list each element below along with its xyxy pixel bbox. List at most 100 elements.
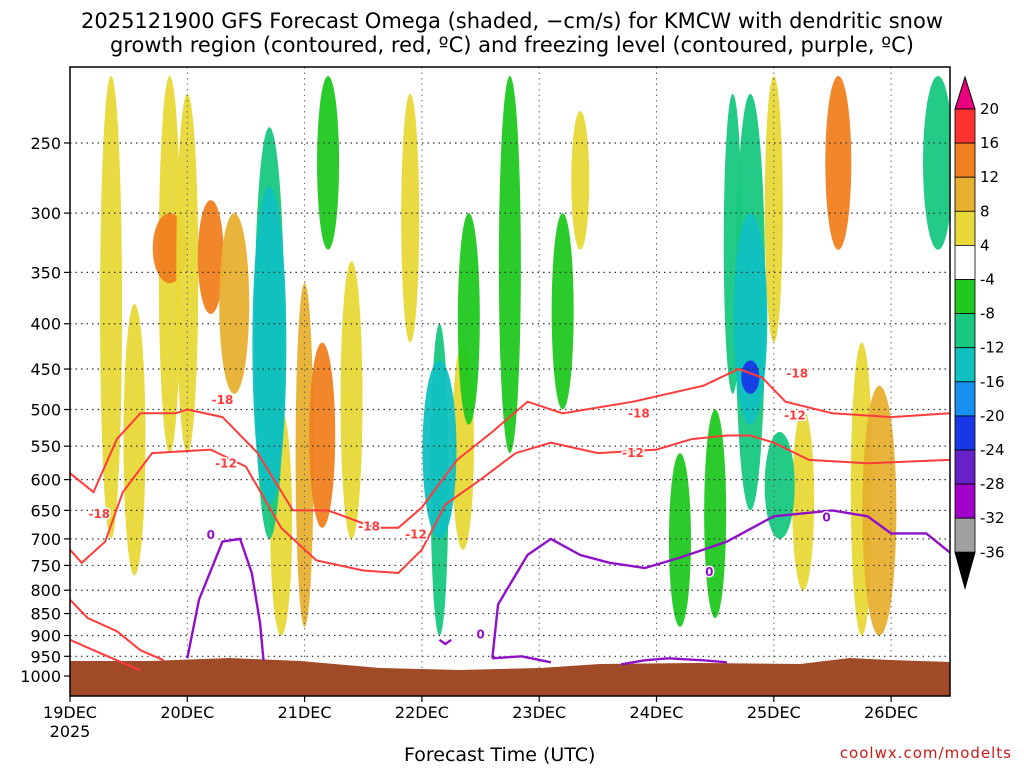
y-tick-label-1000: 1000 [20, 667, 61, 686]
omega-region-16 [825, 75, 852, 250]
chart-title-line-2: growth region (contoured, red, ºC) and f… [110, 33, 914, 57]
contour-label-4: -12 [405, 527, 427, 541]
omega-region-9 [309, 342, 336, 528]
x-tick-label-26DEC: 26DEC [864, 703, 918, 722]
y-tick-label-600: 600 [30, 471, 61, 490]
y-tick-label-550: 550 [30, 437, 61, 456]
omega-region-28 [704, 409, 727, 619]
x-year-label: 2025 [50, 722, 91, 741]
x-tick-label-19DEC: 19DEC [43, 703, 97, 722]
dgz-contour-3 [70, 638, 141, 672]
colorbar-label-20: 20 [980, 100, 999, 118]
x-tick-label-20DEC: 20DEC [160, 703, 214, 722]
colorbar-label--12: -12 [980, 339, 1005, 357]
contour-label-0: -18 [212, 393, 234, 407]
omega-region-24 [457, 213, 480, 425]
omega-region-23 [422, 360, 457, 539]
omega-region-1 [123, 303, 146, 576]
omega-region-32 [741, 360, 760, 394]
colorbar-label-8: 8 [980, 202, 990, 220]
freezing-level-contour-5 [491, 509, 950, 659]
colorbar-label--4: -4 [980, 271, 995, 289]
dgz-contour-0 [70, 367, 950, 529]
terrain-surface [70, 658, 950, 696]
dgz-contour-1 [70, 434, 950, 575]
omega-region-27 [668, 453, 691, 627]
omega-region-11 [401, 93, 420, 343]
x-tick-label-23DEC: 23DEC [512, 703, 566, 722]
colorbar-segment-13 [954, 517, 976, 553]
omega-region-34 [923, 75, 950, 250]
x-axis-title: Forecast Time (UTC) [404, 744, 596, 766]
omega-region-8 [295, 283, 314, 627]
colorbar-label-4: 4 [980, 236, 990, 254]
colorbar-segment-5 [954, 244, 976, 280]
contour-label-10: 0 [822, 510, 830, 524]
colorbar-segment-12 [954, 483, 976, 519]
colorbar-segment-1 [954, 108, 976, 144]
plot-frame [69, 66, 951, 697]
y-tick-label-300: 300 [30, 204, 61, 223]
y-tick-label-800: 800 [30, 581, 61, 600]
contour-label-6: -12 [622, 446, 644, 460]
omega-region-33 [764, 431, 795, 539]
site-credit[interactable]: coolwx.com/modelts [839, 744, 1012, 762]
omega-region-26 [551, 213, 574, 410]
colorbar-segment-7 [954, 313, 976, 349]
colorbar-label--28: -28 [980, 475, 1005, 493]
colorbar-segment-10 [954, 415, 976, 451]
y-tick-label-250: 250 [30, 134, 61, 153]
x-tick-label-24DEC: 24DEC [630, 703, 684, 722]
colorbar-label-12: 12 [980, 168, 999, 186]
contour-label-11: 0 [207, 528, 215, 542]
dgz-contour-2 [70, 599, 165, 662]
colorbar-label--16: -16 [980, 373, 1005, 391]
contour-label-12: 0 [476, 628, 484, 642]
omega-region-10 [340, 261, 363, 539]
contour-label-7: -18 [786, 366, 808, 380]
omega-region-13 [571, 110, 590, 250]
contour-label-3: -18 [358, 520, 380, 534]
y-tick-label-450: 450 [30, 360, 61, 379]
freezing-level-contour-8 [438, 638, 452, 646]
y-tick-label-700: 700 [30, 530, 61, 549]
omega-region-21 [317, 75, 340, 250]
x-tick-label-22DEC: 22DEC [395, 703, 449, 722]
y-tick-label-950: 950 [30, 647, 61, 666]
colorbar-segment-9 [954, 381, 976, 417]
freezing-level-contour-6 [492, 655, 552, 664]
omega-region-4 [176, 93, 199, 454]
y-tick-label-350: 350 [30, 263, 61, 282]
y-tick-label-900: 900 [30, 627, 61, 646]
colorbar-label--20: -20 [980, 407, 1005, 425]
contour-label-2: -18 [88, 507, 110, 521]
contour-label-layer: -18 -12 -18 -18 -12 -18 -12 -18 -12 0 0 0 0 [87, 365, 832, 643]
omega-region-20 [252, 186, 287, 505]
omega-region-0 [100, 75, 123, 539]
colorbar-segment-3 [954, 176, 976, 212]
omega-region-5 [197, 200, 224, 314]
x-axis: 19DEC 20DEC 21DEC 22DEC 23DEC 24DEC 25DEC 26DEC… [43, 696, 918, 741]
contour-label-8: -12 [784, 409, 806, 423]
y-tick-label-850: 850 [30, 605, 61, 624]
colorbar-label--24: -24 [980, 441, 1005, 459]
contour-label-5: -18 [628, 406, 650, 420]
colorbar-label--8: -8 [980, 305, 995, 323]
contour-label-9: 0 [705, 565, 713, 579]
omega-region-6 [219, 213, 250, 394]
colorbar-segment-6 [954, 279, 976, 314]
chart-title-line-1: 2025121900 GFS Forecast Omega (shaded, −… [80, 9, 943, 33]
contour-label-1: -12 [215, 456, 237, 470]
colorbar-segment-4 [954, 210, 976, 246]
colorbar-segment-8 [954, 347, 976, 383]
y-axis: 250 300 350 400 450 500 550 600 650 700 750 800 850 9… [20, 134, 70, 686]
omega-region-15 [792, 409, 815, 591]
colorbar-label--32: -32 [980, 509, 1005, 527]
y-tick-label-650: 650 [30, 501, 61, 520]
freezing-level-contour-4 [186, 537, 265, 661]
colorbar-label-16: 16 [980, 134, 999, 152]
y-tick-label-500: 500 [30, 401, 61, 420]
omega-region-25 [498, 75, 521, 454]
x-tick-label-25DEC: 25DEC [747, 703, 801, 722]
